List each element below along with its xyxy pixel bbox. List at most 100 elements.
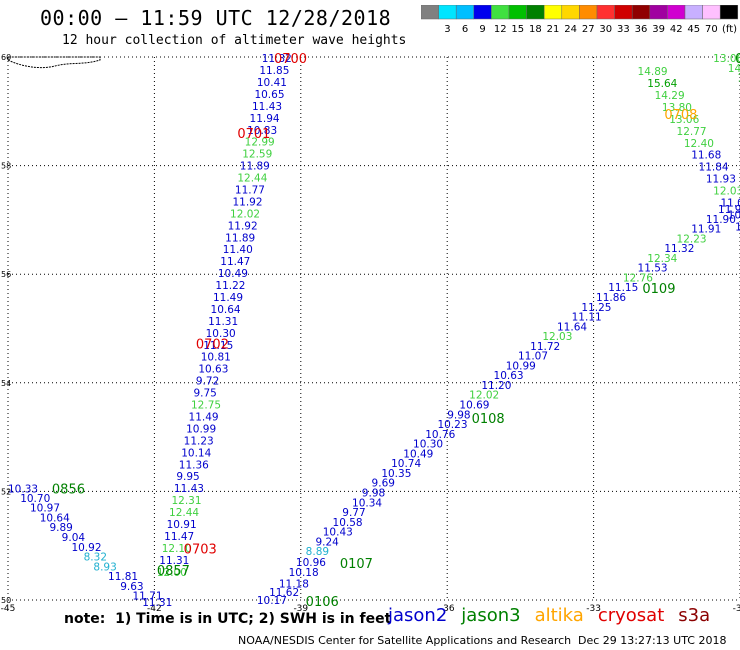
wave-height-label: 11.31 bbox=[159, 555, 189, 567]
wave-height-label: 11.81 bbox=[108, 571, 138, 583]
wave-height-label: 11.86 bbox=[596, 292, 626, 304]
colorbar-label: 6 bbox=[462, 24, 468, 35]
wave-height-label: 9.98 bbox=[447, 409, 470, 421]
wave-height-label: 10.64 bbox=[728, 209, 740, 221]
wave-height-label: 9.89 bbox=[49, 522, 72, 534]
wave-height-label: 12.23 bbox=[677, 233, 707, 245]
wave-height-label: 12.76 bbox=[623, 272, 653, 284]
wave-height-label: 10.65 bbox=[254, 89, 284, 101]
wave-height-label: 9.24 bbox=[315, 536, 339, 548]
wave-height-label: 13.80 bbox=[662, 102, 692, 114]
wave-height-label: 11.72 bbox=[530, 341, 560, 353]
wave-height-label: 10.92 bbox=[71, 542, 101, 554]
time-label: 0702 bbox=[196, 338, 229, 353]
wave-height-label: 10.74 bbox=[391, 458, 421, 470]
legend-item-cryosat: cryosat bbox=[597, 605, 665, 626]
wave-height-label: 11.32 bbox=[262, 53, 292, 65]
wave-height-label: 14.15 bbox=[728, 63, 740, 75]
wave-height-label: 11.62 bbox=[269, 587, 299, 599]
footnote: note: 1) Time is in UTC; 2) SWH is in fe… bbox=[64, 611, 392, 627]
wave-height-label: 12.00 bbox=[157, 567, 187, 579]
wave-height-label: 10.17 bbox=[257, 595, 287, 607]
wave-height-label: 14.89 bbox=[638, 66, 668, 78]
time-label: 0703 bbox=[184, 542, 217, 557]
time-label: 0106 bbox=[306, 595, 339, 610]
time-label: 0857 bbox=[157, 564, 190, 579]
wave-height-label: 11.11 bbox=[572, 312, 602, 324]
colorbar-label: 18 bbox=[529, 24, 542, 35]
wave-height-label: 11.77 bbox=[235, 184, 265, 196]
wave-height-label: 10.99 bbox=[186, 423, 216, 435]
wave-height-label: 10.14 bbox=[181, 447, 211, 459]
colorbar-label: 9 bbox=[479, 24, 485, 35]
wave-height-label: 12.02 bbox=[469, 390, 499, 402]
wave-height-label: 10.81 bbox=[201, 352, 231, 364]
wave-height-label: 12.40 bbox=[684, 138, 714, 150]
wave-height-label: 11.18 bbox=[279, 579, 309, 591]
time-label: 0856 bbox=[52, 483, 85, 498]
color-scale-bar: 3 6 9 12 15 18 21 24 27 30 33 36 39 42 45 70 (ft) bbox=[421, 5, 739, 35]
x-tick-label: -30 bbox=[733, 604, 740, 614]
wave-height-label: 10.33 bbox=[8, 484, 38, 496]
wave-height-label: 10.97 bbox=[30, 503, 60, 515]
wave-height-label: 13.06 bbox=[713, 53, 740, 65]
wave-height-label: 11.93 bbox=[706, 174, 736, 186]
wave-height-label: 10.18 bbox=[289, 567, 319, 579]
wave-height-label: 11.71 bbox=[132, 591, 162, 603]
wave-height-label: 10.30 bbox=[206, 328, 236, 340]
x-tick-label: -42 bbox=[147, 604, 162, 614]
wave-height-label: 12.44 bbox=[237, 173, 267, 185]
wave-height-label: 11.49 bbox=[213, 292, 243, 304]
wave-height-label: 11.47 bbox=[220, 256, 250, 268]
wave-height-label: 12.99 bbox=[245, 137, 275, 149]
wave-height-label: 11.94 bbox=[250, 113, 280, 125]
wave-height-label: 11.40 bbox=[223, 244, 253, 256]
wave-height-label: 9.04 bbox=[62, 532, 86, 544]
wave-height-label: 12.03 bbox=[713, 186, 740, 198]
chart-subtitle: 12 hour collection of altimeter wave hei… bbox=[62, 33, 407, 48]
wave-height-label: 10.91 bbox=[167, 519, 197, 531]
wave-height-label: 11.31 bbox=[142, 597, 172, 609]
wave-height-label: 10.63 bbox=[494, 370, 524, 382]
y-tick-label: 58 bbox=[1, 162, 11, 171]
wave-height-label: 10.69 bbox=[459, 400, 489, 412]
colorbar-label: 24 bbox=[564, 24, 577, 35]
wave-height-label: 10.35 bbox=[381, 468, 411, 480]
chart-title: 00:00 — 11:59 UTC 12/28/2018 bbox=[40, 6, 392, 30]
wave-height-label: 11.64 bbox=[557, 321, 587, 333]
wave-height-label: 10.58 bbox=[333, 517, 363, 529]
wave-height-label: 12.75 bbox=[191, 400, 221, 412]
wave-height-label: 15.00 bbox=[738, 73, 740, 85]
wave-height-label: 11.84 bbox=[699, 162, 729, 174]
x-tick-label: -39 bbox=[293, 604, 308, 614]
legend-item-jason3: jason3 bbox=[461, 605, 521, 626]
wave-height-label: 10.34 bbox=[352, 497, 382, 509]
colorbar-label: 45 bbox=[687, 24, 700, 35]
wave-height-label: 8.93 bbox=[93, 561, 116, 573]
colorbar-label: 33 bbox=[617, 24, 630, 35]
satellite-legend: jason2 jason3 altika cryosat s3a bbox=[388, 605, 724, 626]
colorbar-label: 12 bbox=[494, 24, 507, 35]
legend-item-jason2: jason2 bbox=[388, 605, 448, 626]
wave-height-label: 10.49 bbox=[403, 448, 433, 460]
wave-height-label: 11.92 bbox=[228, 220, 258, 232]
legend-item-s3a: s3a bbox=[678, 605, 711, 626]
x-tick-label: -45 bbox=[1, 604, 16, 614]
wave-height-label: 9.63 bbox=[120, 581, 143, 593]
y-tick-label: 52 bbox=[1, 487, 11, 496]
wave-height-label: 10.41 bbox=[257, 77, 287, 89]
wave-height-label: 11.31 bbox=[208, 316, 238, 328]
colorbar-label: 39 bbox=[652, 24, 665, 35]
x-tick-label: -33 bbox=[586, 604, 601, 614]
colorbar-label: 27 bbox=[582, 24, 595, 35]
wave-height-label: 9.95 bbox=[176, 471, 199, 483]
wave-height-label: 12.10 bbox=[162, 543, 192, 555]
wave-height-label: 11.43 bbox=[174, 483, 204, 495]
wave-height-label: 11.07 bbox=[518, 351, 548, 363]
wave-height-label: 15.64 bbox=[647, 78, 677, 90]
wave-height-label: 11.53 bbox=[638, 263, 668, 275]
wave-height-label: 10.99 bbox=[506, 360, 536, 372]
wave-height-label: 11.89 bbox=[240, 161, 270, 173]
wave-height-label: 11.20 bbox=[481, 380, 511, 392]
